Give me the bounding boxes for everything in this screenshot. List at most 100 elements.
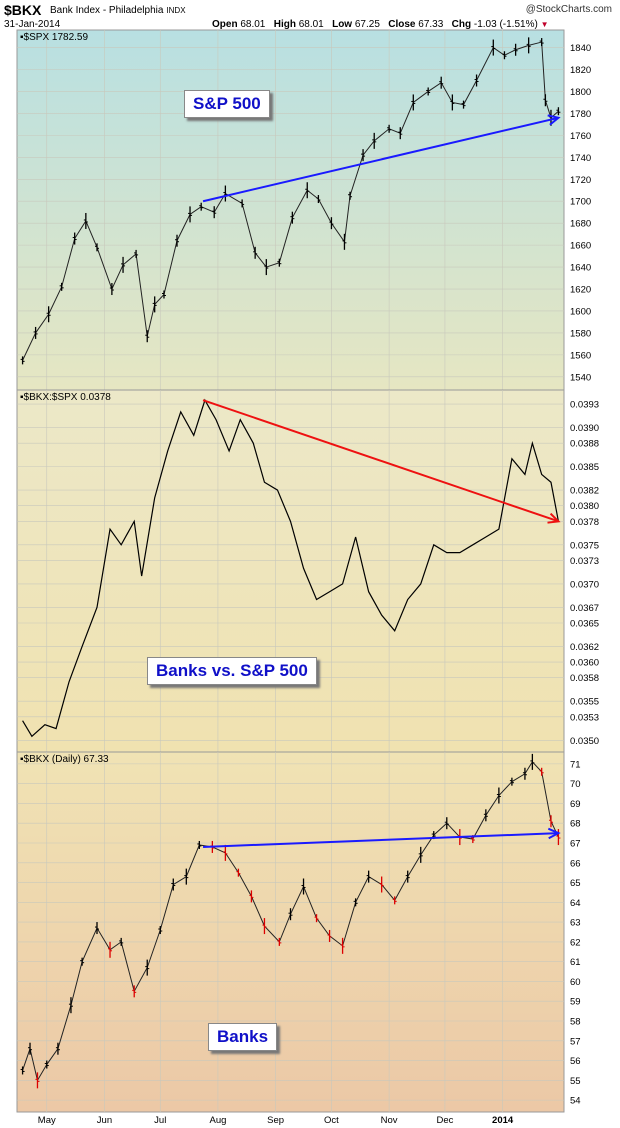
y-tick-label: 61 [570, 957, 581, 968]
y-tick-label: 59 [570, 997, 581, 1008]
panel-label: ▪$BKX:$SPX 0.0378 [20, 392, 111, 403]
y-tick-label: 68 [570, 819, 581, 830]
y-tick-label: 0.0355 [570, 697, 599, 708]
y-tick-label: 0.0382 [570, 486, 599, 497]
y-tick-label: 0.0360 [570, 658, 599, 669]
y-tick-label: 1700 [570, 197, 591, 208]
x-tick-label: Oct [324, 1115, 339, 1126]
x-tick-label: Nov [381, 1115, 398, 1126]
y-tick-label: 0.0378 [570, 517, 599, 528]
y-tick-label: 70 [570, 779, 581, 790]
high-value: 68.01 [298, 19, 324, 30]
spx-series-line [22, 41, 559, 361]
y-tick-label: 54 [570, 1096, 581, 1107]
ratio-annotation: Banks vs. S&P 500 [147, 657, 317, 685]
y-tick-label: 58 [570, 1017, 581, 1028]
trendline-arrowhead [547, 512, 561, 524]
close-label: Close [388, 19, 416, 30]
quote-summary: Open 68.01 High 68.01 Low 67.25 Close 67… [212, 19, 549, 30]
y-tick-label: 0.0367 [570, 603, 599, 614]
high-label: High [273, 19, 296, 30]
y-tick-label: 0.0393 [570, 400, 599, 411]
y-tick-label: 64 [570, 898, 581, 909]
panel-background [16, 751, 565, 1113]
x-tick-label: Sep [267, 1115, 284, 1126]
panel-background [16, 389, 565, 753]
y-tick-label: 1800 [570, 87, 591, 98]
x-tick-label: Jun [97, 1115, 112, 1126]
y-tick-label: 1620 [570, 285, 591, 296]
close-value: 67.33 [418, 19, 444, 30]
y-tick-label: 60 [570, 977, 581, 988]
y-tick-label: 1720 [570, 175, 591, 186]
watermark: @StockCharts.com [525, 4, 612, 15]
y-tick-label: 1820 [570, 65, 591, 76]
trendline-arrowhead [547, 114, 561, 126]
chart-date: 31-Jan-2014 [4, 19, 61, 30]
x-tick-label: Jul [154, 1115, 166, 1126]
spx-annotation: S&P 500 [184, 90, 270, 118]
chart-panels: 1540 1560 1580 1600 1620 1640 1660 1680 1700 1720… [16, 29, 599, 1113]
y-tick-label: 1780 [570, 109, 591, 120]
trendline [202, 399, 559, 523]
panel-label: ▪$BKX (Daily) 67.33 [20, 754, 109, 765]
trendline [203, 832, 559, 848]
y-tick-label: 67 [570, 838, 581, 849]
y-tick-label: 63 [570, 918, 581, 929]
y-tick-label: 55 [570, 1076, 581, 1087]
y-tick-label: 1660 [570, 241, 591, 252]
change-label: Chg [451, 19, 472, 30]
y-tick-label: 1640 [570, 263, 591, 274]
x-axis: May Jun Jul Aug Sep Oct Nov Dec 2014 [38, 1115, 514, 1126]
y-tick-label: 71 [570, 759, 581, 770]
y-tick-label: 0.0390 [570, 423, 599, 434]
x-tick-label: Dec [436, 1115, 453, 1126]
y-tick-label: 0.0358 [570, 673, 599, 684]
y-tick-label: 0.0373 [570, 556, 599, 567]
y-tick-label: 66 [570, 858, 581, 869]
exchange-label: INDX [166, 6, 186, 15]
panel-label: ▪$SPX 1782.59 [20, 32, 88, 43]
chart-panel-2: 0.0350 0.0353 0.0355 0.0358 0.0360 0.0362 0.03… [16, 389, 599, 753]
y-tick-label: 1840 [570, 43, 591, 54]
y-tick-label: 62 [570, 937, 581, 948]
y-tick-label: 1560 [570, 350, 591, 361]
chart-panel-3: 54 55 56 57 58 59 60 61 62 63 64 65 66 67 68 69 70 71 ▪$BK… [16, 751, 581, 1113]
y-tick-label: 1760 [570, 131, 591, 142]
y-tick-label: 0.0365 [570, 618, 599, 629]
open-value: 68.01 [240, 19, 266, 30]
y-tick-label: 1740 [570, 153, 591, 164]
ticker-symbol: $BKX [4, 2, 42, 18]
trendline [202, 116, 559, 203]
index-name-text: Bank Index - Philadelphia [50, 5, 164, 16]
chart-panel-1: 1540 1560 1580 1600 1620 1640 1660 1680 1700 1720… [16, 29, 591, 391]
y-tick-label: 56 [570, 1056, 581, 1067]
panel-background [16, 29, 565, 391]
y-tick-label: 1580 [570, 328, 591, 339]
y-tick-label: 0.0370 [570, 579, 599, 590]
y-tick-label: 65 [570, 878, 581, 889]
open-label: Open [212, 19, 238, 30]
y-tick-label: 69 [570, 799, 581, 810]
x-tick-label: 2014 [492, 1115, 514, 1126]
y-tick-label: 1600 [570, 306, 591, 317]
low-label: Low [332, 19, 353, 30]
ratio-series-line [22, 398, 560, 738]
x-tick-label: May [38, 1115, 56, 1126]
y-tick-label: 0.0375 [570, 540, 599, 551]
y-tick-label: 0.0385 [570, 462, 599, 473]
y-tick-label: 0.0380 [570, 501, 599, 512]
y-tick-label: 0.0388 [570, 439, 599, 450]
y-tick-label: 0.0350 [570, 736, 599, 747]
y-tick-label: 0.0362 [570, 642, 599, 653]
trendline-arrowhead [547, 827, 561, 840]
down-arrow-icon: ▼ [540, 20, 549, 29]
y-tick-label: 1680 [570, 219, 591, 230]
y-tick-label: 57 [570, 1036, 581, 1047]
index-name: Bank Index - Philadelphia INDX [50, 5, 186, 16]
x-tick-label: Aug [209, 1115, 226, 1126]
change-value: -1.03 (-1.51%) [473, 19, 538, 30]
y-tick-label: 0.0353 [570, 712, 599, 723]
chart-header: $BKX Bank Index - Philadelphia INDX 31-Ja… [0, 0, 620, 32]
